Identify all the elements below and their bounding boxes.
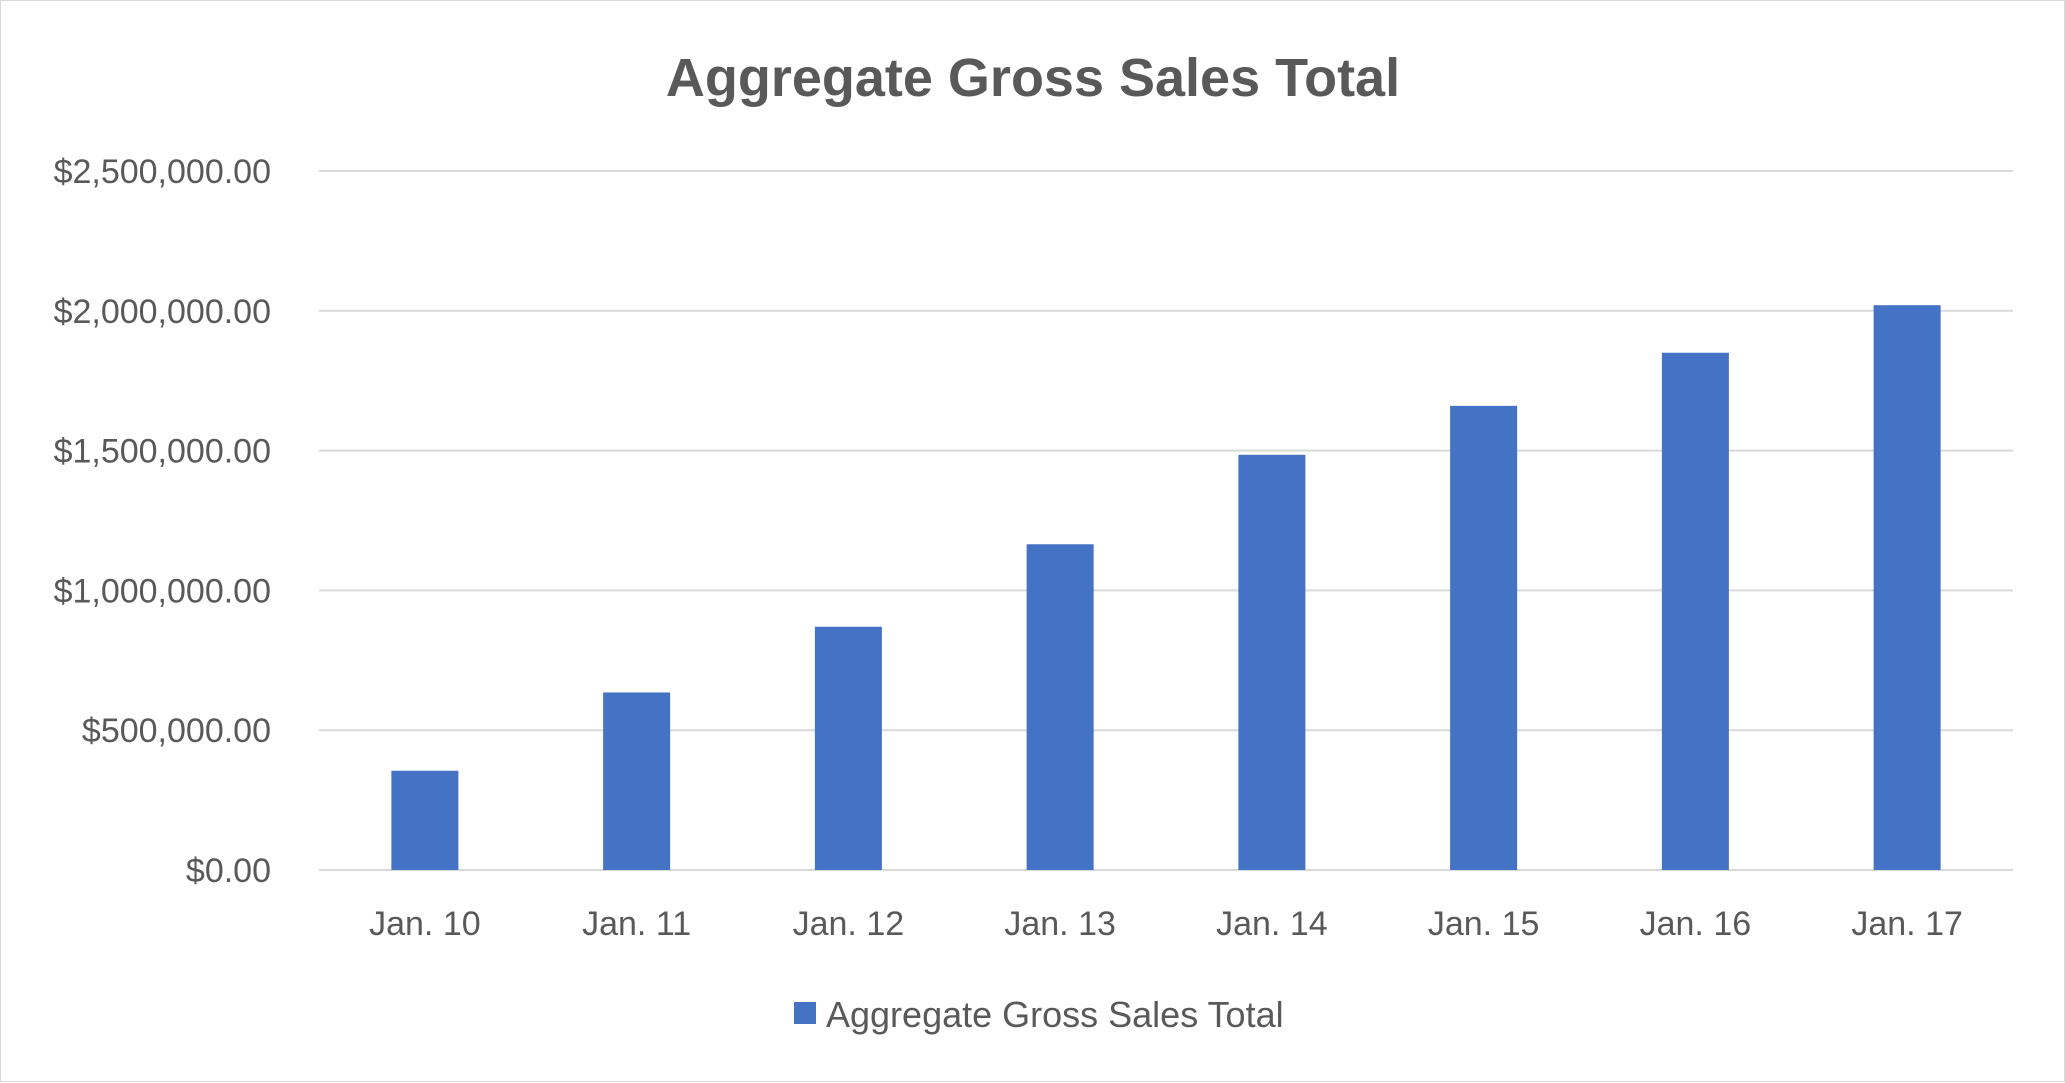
bar bbox=[1238, 454, 1306, 870]
y-tick-label: $1,500,000.00 bbox=[54, 433, 271, 471]
bar bbox=[1450, 405, 1518, 870]
legend: Aggregate Gross Sales Total bbox=[794, 994, 1284, 1035]
y-tick-label: $1,000,000.00 bbox=[54, 572, 271, 610]
x-axis-tick-labels: Jan. 10 Jan. 11 Jan. 12 Jan. 13 Jan. 14 Jan. … bbox=[369, 905, 1963, 943]
x-tick-label: Jan. 13 bbox=[1004, 905, 1116, 943]
bar bbox=[1026, 544, 1094, 870]
bar bbox=[391, 770, 459, 870]
x-tick-label: Jan. 15 bbox=[1428, 905, 1540, 943]
legend-label: Aggregate Gross Sales Total bbox=[826, 994, 1284, 1035]
chart-title: Aggregate Gross Sales Total bbox=[666, 48, 1400, 108]
x-tick-label: Jan. 17 bbox=[1851, 905, 1963, 943]
bar bbox=[814, 626, 882, 870]
x-tick-label: Jan. 11 bbox=[582, 905, 691, 943]
gridlines bbox=[319, 170, 2013, 871]
x-tick-label: Jan. 10 bbox=[369, 905, 481, 943]
y-tick-label: $2,000,000.00 bbox=[54, 293, 271, 331]
y-axis-tick-labels: $0.00 $500,000.00 $1,000,000.00 $1,500,000.… bbox=[54, 153, 271, 890]
bars bbox=[391, 305, 1941, 870]
bar bbox=[1873, 305, 1941, 870]
y-tick-label: $0.00 bbox=[186, 852, 271, 890]
x-tick-label: Jan. 16 bbox=[1640, 905, 1752, 943]
legend-swatch bbox=[794, 1002, 816, 1024]
y-tick-label: $2,500,000.00 bbox=[54, 153, 271, 191]
x-tick-label: Jan. 14 bbox=[1216, 905, 1328, 943]
x-tick-label: Jan. 12 bbox=[793, 905, 905, 943]
bar bbox=[603, 692, 671, 870]
y-tick-label: $500,000.00 bbox=[82, 712, 271, 750]
bar bbox=[1661, 352, 1729, 870]
